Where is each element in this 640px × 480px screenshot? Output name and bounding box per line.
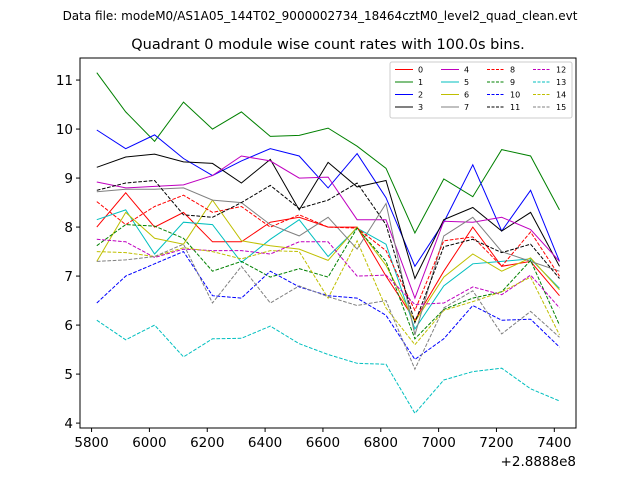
- legend-label-8: 8: [510, 66, 515, 75]
- series-line-8: [96, 194, 560, 312]
- legend-label-1: 1: [418, 78, 423, 87]
- legend-label-6: 6: [464, 91, 469, 100]
- legend-label-12: 12: [556, 66, 566, 75]
- chart-title: Quadrant 0 module wise count rates with …: [131, 37, 525, 53]
- legend-label-11: 11: [510, 103, 520, 112]
- series-line-11: [96, 179, 560, 325]
- y-tick-label: 11: [56, 73, 73, 89]
- legend-label-2: 2: [418, 91, 423, 100]
- legend-label-0: 0: [418, 66, 423, 75]
- y-tick-label: 5: [64, 367, 73, 383]
- x-tick-label: 7200: [479, 435, 513, 451]
- series-line-2: [96, 129, 560, 268]
- series-line-12: [96, 238, 560, 309]
- series-line-9: [96, 224, 560, 340]
- x-tick-label: 6200: [190, 435, 224, 451]
- legend-label-5: 5: [464, 78, 469, 87]
- y-tick-label: 7: [64, 269, 73, 285]
- legend-label-9: 9: [510, 78, 515, 87]
- series-line-15: [96, 243, 560, 371]
- legend-label-7: 7: [464, 103, 469, 112]
- legend-label-3: 3: [418, 103, 423, 112]
- legend-label-10: 10: [510, 91, 520, 100]
- x-tick-label: 6400: [248, 435, 282, 451]
- series-line-10: [96, 250, 560, 361]
- series-line-6: [96, 199, 560, 323]
- x-offset-label: +2.8888e8: [501, 454, 576, 470]
- x-tick-label: 6000: [132, 435, 166, 451]
- y-tick-label: 4: [64, 416, 73, 432]
- x-tick-label: 7400: [537, 435, 571, 451]
- series-line-3: [96, 153, 560, 280]
- x-axis: 5800 6000 6200 6400 6600 6800 7000 7200 7400: [74, 428, 571, 451]
- x-tick-label: 7000: [421, 435, 455, 451]
- y-axis: 4 5 6 7 8 9 10 11: [56, 73, 80, 432]
- legend-label-4: 4: [464, 66, 469, 75]
- series-line-13: [96, 319, 560, 415]
- legend-label-13: 13: [556, 78, 566, 87]
- y-tick-label: 6: [64, 318, 73, 334]
- series-line-14: [96, 239, 560, 346]
- legend-label-15: 15: [556, 103, 566, 112]
- series-line-1: [96, 72, 560, 235]
- series-line-7: [96, 187, 560, 336]
- series-line-0: [96, 192, 560, 322]
- series-line-5: [96, 209, 560, 331]
- x-tick-label: 5800: [74, 435, 108, 451]
- legend-label-14: 14: [556, 91, 566, 100]
- series-line-4: [96, 155, 560, 300]
- chart-suptitle: Data file: modeM0/AS1A05_144T02_90000027…: [63, 9, 578, 23]
- y-tick-label: 10: [56, 122, 73, 138]
- x-tick-label: 6600: [306, 435, 340, 451]
- y-tick-label: 9: [64, 171, 73, 187]
- legend-box: [389, 61, 573, 119]
- plot-area: [96, 72, 560, 415]
- axes-frame: [79, 57, 577, 429]
- y-tick-label: 8: [64, 220, 73, 236]
- x-tick-label: 6800: [364, 435, 398, 451]
